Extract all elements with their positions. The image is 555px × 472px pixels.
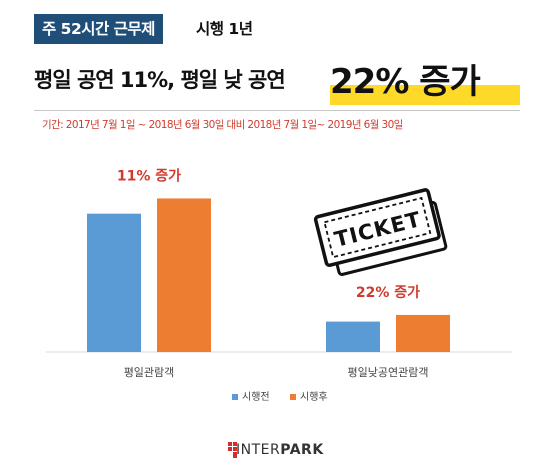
bar-2-series-2 — [396, 314, 450, 352]
brand-name-light: INTER — [236, 442, 281, 458]
bars-layer — [46, 198, 512, 353]
legend-swatch — [290, 394, 296, 400]
increase-annotation: 11% 증가 — [117, 168, 181, 184]
highlight-marker — [330, 85, 520, 105]
increase-annotation: 22% 증가 — [356, 285, 420, 301]
interpark-logo-icon — [228, 442, 237, 458]
period-note: 기간: 2017년 7월 1일 ~ 2018년 6월 30일 대비 2018년 … — [42, 119, 403, 131]
topic-tag-suffix: 시행 1년 — [196, 20, 253, 38]
bar-2-series-1 — [326, 321, 380, 352]
headline: 평일 공연 11%, 평일 낮 공연 — [34, 68, 286, 92]
bar-1-series-1 — [87, 213, 141, 352]
category-label: 평일관람객 — [124, 365, 175, 379]
category-label: 평일낮공연관람객 — [348, 365, 429, 379]
ticket-icon: TICKET — [313, 188, 448, 276]
legend-label: 시행후 — [300, 391, 328, 403]
legend-label: 시행전 — [242, 391, 270, 403]
bar-1-series-2 — [157, 198, 211, 352]
divider — [34, 110, 520, 111]
highlight-text: 22% 증가 — [330, 62, 481, 102]
brand-name-bold: PARK — [280, 442, 324, 458]
brand-name: INTERPARK — [236, 442, 324, 458]
headline-highlight: 22% 증가 — [322, 54, 522, 106]
legend: 시행전 시행후 — [232, 391, 328, 403]
topic-tag: 주 52시간 근무제 — [34, 14, 163, 44]
legend-swatch — [232, 394, 238, 400]
